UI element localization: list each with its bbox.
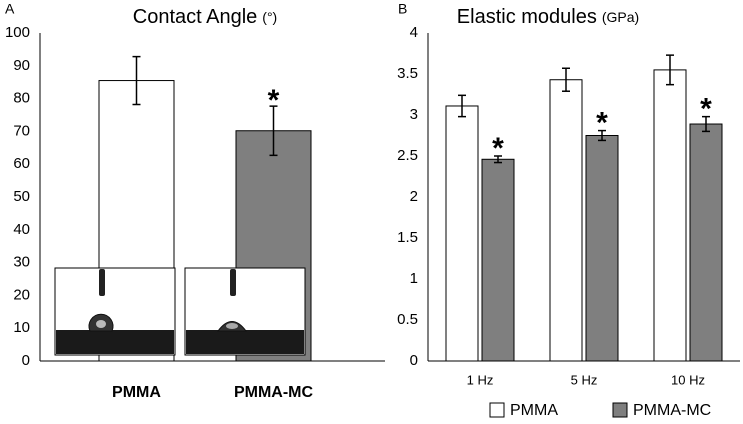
y-tick-label: 3: [410, 106, 418, 123]
y-tick-label: 50: [13, 188, 30, 205]
x-tick-label: 5 Hz: [571, 372, 598, 387]
title-text: Contact Angle: [133, 6, 258, 28]
chart-title: Elastic modules (GPa): [457, 6, 639, 28]
legend-swatch: [612, 402, 628, 418]
y-tick-label: 2.5: [397, 147, 418, 164]
y-tick-label: 0: [410, 352, 418, 369]
bar: [549, 79, 583, 362]
panel-label: B: [398, 1, 407, 17]
y-tick-label: 3.5: [397, 65, 418, 82]
bar: [689, 123, 723, 362]
y-tick-label: 20: [13, 286, 30, 303]
y-tick-label: 90: [13, 57, 30, 74]
y-tick-label: 0: [22, 352, 30, 369]
significance-marker: *: [700, 93, 712, 126]
title-unit: (°): [262, 9, 277, 25]
labels-layer: A Contact Angle (°)0102030405060708090100P…: [5, 1, 740, 419]
bar: [585, 135, 619, 362]
y-tick-label: 4: [410, 24, 418, 41]
chart-title: Contact Angle (°): [133, 6, 277, 28]
title-unit: (GPa): [602, 9, 639, 25]
x-tick-label: 10 Hz: [671, 372, 705, 387]
significance-marker: *: [268, 84, 280, 117]
insets: [54, 267, 306, 356]
droplet-inset-pmma-mc: [184, 267, 306, 356]
y-tick-label: 0.5: [397, 311, 418, 328]
bar: [481, 158, 515, 362]
legend-label: PMMA-MC: [633, 402, 711, 419]
significance-marker: *: [492, 132, 504, 165]
legend-swatch: [489, 402, 505, 418]
y-tick-label: 2: [410, 188, 418, 205]
droplet-inset-pmma: [54, 267, 176, 356]
y-tick-label: 70: [13, 122, 30, 139]
y-tick-label: 60: [13, 155, 30, 172]
panel-label: A: [5, 1, 15, 17]
significance-marker: *: [596, 107, 608, 140]
bar: [445, 105, 479, 362]
x-tick-label: 1 Hz: [467, 372, 494, 387]
x-tick-label: PMMA: [112, 384, 161, 401]
y-tick-label: 10: [13, 319, 30, 336]
y-tick-label: 1.5: [397, 229, 418, 246]
y-tick-label: 40: [13, 221, 30, 238]
y-tick-label: 1: [410, 270, 418, 287]
y-tick-label: 100: [5, 24, 30, 41]
x-tick-label: PMMA-MC: [234, 384, 314, 401]
y-tick-label: 30: [13, 254, 30, 271]
bar: [653, 69, 687, 362]
title-text: Elastic modules: [457, 6, 597, 28]
y-tick-label: 80: [13, 90, 30, 107]
legend-label: PMMA: [510, 402, 558, 419]
